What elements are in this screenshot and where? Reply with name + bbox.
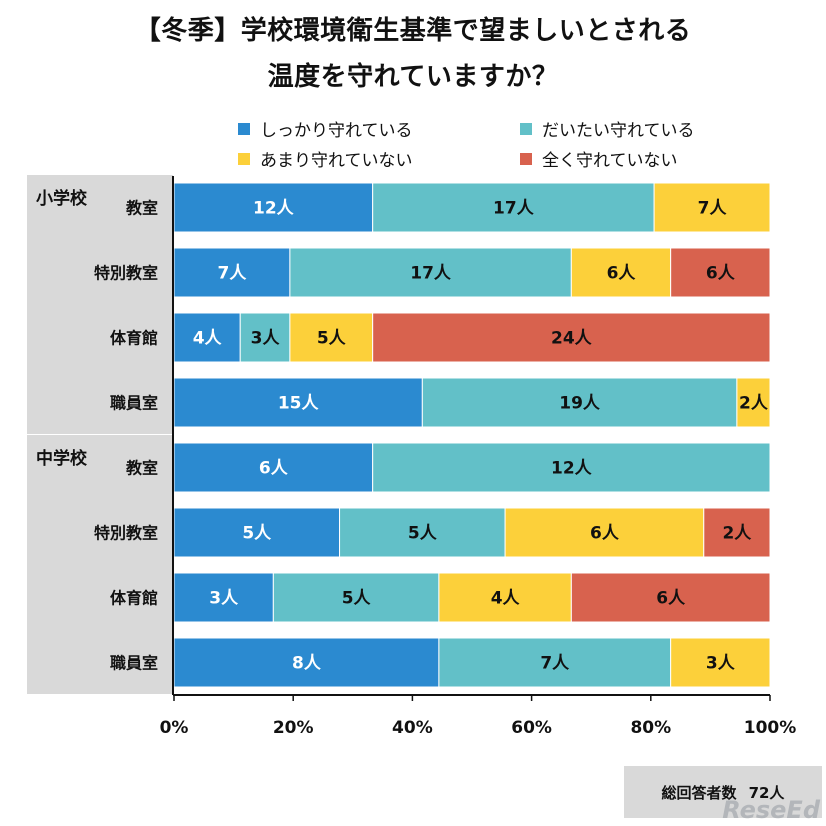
legend-label-1: だいたい守れている [542, 121, 695, 141]
group-panel-0 [27, 175, 173, 434]
data-label: 5人 [342, 589, 372, 609]
chart-title-line2: 温度を守れていますか？ [267, 62, 559, 92]
data-label: 4人 [491, 589, 521, 609]
data-label: 12人 [551, 459, 593, 479]
row-label: 職員室 [110, 654, 158, 673]
data-label: 6人 [607, 264, 637, 284]
data-label: 6人 [259, 459, 289, 479]
total-respondents-label: 総回答者数 [661, 783, 737, 802]
data-label: 5人 [242, 524, 272, 544]
data-label: 5人 [317, 329, 347, 349]
bar-segment [173, 507, 341, 558]
x-tick-label: 40% [392, 718, 433, 738]
bar-segment [736, 377, 771, 428]
data-label: 2人 [722, 524, 752, 544]
data-label: 7人 [540, 654, 570, 674]
data-label: 6人 [656, 589, 686, 609]
chart-title-line1: 【冬季】学校環境衛生基準で望ましいとされる [134, 16, 692, 46]
bar-segment [289, 247, 572, 298]
data-label: 3人 [251, 329, 281, 349]
legend-item-2: あまり守れていない [238, 146, 413, 171]
data-label: 8人 [292, 654, 322, 674]
data-label: 17人 [410, 264, 452, 284]
bar-segment [272, 572, 440, 623]
data-label: 4人 [193, 329, 223, 349]
legend-swatch-3 [520, 152, 532, 165]
row-label: 体育館 [110, 329, 158, 348]
row-label: 特別教室 [94, 524, 158, 543]
bar-segment [339, 507, 506, 558]
bar-segment [173, 572, 274, 623]
x-tick-label: 60% [511, 718, 552, 738]
bar-segment [670, 637, 771, 688]
bar-segment [173, 442, 374, 493]
legend-swatch-1 [520, 122, 532, 135]
row-label: 職員室 [110, 394, 158, 413]
total-respondents-box: 総回答者数 72人 [624, 766, 822, 818]
row-label: 特別教室 [94, 264, 158, 283]
x-tick-label: 20% [273, 718, 314, 738]
data-label: 24人 [551, 329, 593, 349]
total-respondents-value: 72人 [748, 783, 785, 802]
bar-segment [372, 442, 771, 493]
x-tick-label: 0% [160, 718, 189, 738]
data-label: 6人 [706, 264, 736, 284]
data-label: 6人 [590, 524, 620, 544]
bar-segment [173, 377, 423, 428]
legend-label-2: あまり守れていない [260, 151, 413, 171]
group-label-0: 小学校 [36, 188, 88, 209]
bar-segment [570, 572, 771, 623]
legend-label-0: しっかり守れている [260, 121, 413, 141]
x-tick-label: 80% [630, 718, 671, 738]
legend-swatch-0 [238, 122, 250, 135]
data-label: 5人 [408, 524, 438, 544]
bar-segment [239, 312, 291, 363]
data-label: 19人 [559, 394, 601, 414]
row-label: 教室 [126, 199, 158, 218]
legend-label-3: 全く守れていない [542, 151, 678, 171]
bar-segment [372, 182, 655, 233]
row-label: 体育館 [110, 589, 158, 608]
row-label: 教室 [126, 459, 158, 478]
bar-segment [372, 312, 771, 363]
legend-swatch-2 [238, 152, 250, 165]
data-label: 17人 [493, 199, 535, 219]
bar-segment [421, 377, 738, 428]
legend-item-0: しっかり守れている [238, 116, 413, 141]
legend-item-3: 全く守れていない [520, 146, 678, 171]
data-label: 7人 [218, 264, 248, 284]
bar-segment [504, 507, 705, 558]
data-label: 12人 [253, 199, 295, 219]
group-panel-1 [27, 435, 173, 694]
bar-segment [438, 637, 672, 688]
group-label-1: 中学校 [36, 448, 88, 469]
legend-item-1: だいたい守れている [520, 116, 695, 141]
data-label: 15人 [278, 394, 320, 414]
data-label: 2人 [739, 394, 769, 414]
bar-segment [670, 247, 771, 298]
bar-segment [653, 182, 771, 233]
data-label: 7人 [698, 199, 728, 219]
x-tick-label: 100% [744, 718, 797, 738]
watermark-logo: ReseEd [722, 796, 820, 824]
bar-segment [173, 182, 374, 233]
bar-segment [703, 507, 771, 558]
bar-segment [438, 572, 572, 623]
data-label: 3人 [706, 654, 736, 674]
data-label: 3人 [209, 589, 239, 609]
